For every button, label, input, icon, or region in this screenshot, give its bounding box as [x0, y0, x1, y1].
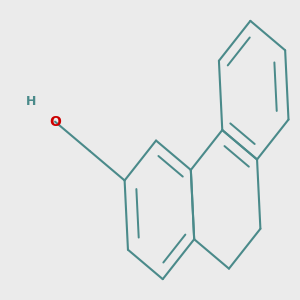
- Text: O: O: [49, 115, 61, 129]
- Text: H: H: [26, 94, 36, 108]
